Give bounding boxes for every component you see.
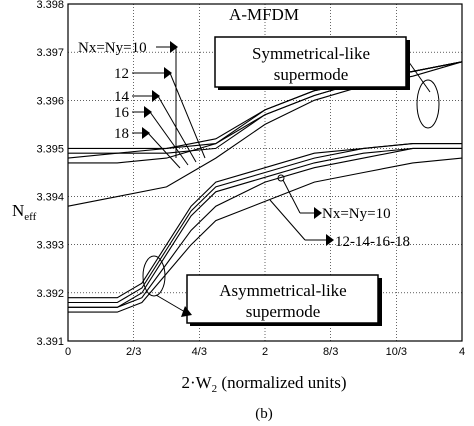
asym-arrows (269, 179, 330, 241)
chart-title: A-MFDM (229, 5, 299, 24)
y-tick-label: 3.396 (36, 95, 64, 107)
y-axis-label: Neff (12, 201, 37, 223)
asym-label-10: Nx=Ny=10 (322, 206, 391, 222)
nx-arrow-14-v (157, 95, 197, 163)
y-axis-label-main: N (12, 201, 24, 220)
x-tick-label: 0 (65, 346, 71, 358)
arrowhead-12 (164, 67, 172, 79)
x-tick-label: 4/3 (192, 346, 207, 358)
asym-arrowhead-12 (326, 234, 334, 246)
asymmetrical-pointer-head (181, 306, 192, 317)
symmetrical-box: Symmetrical-like supermode (214, 36, 440, 129)
series-line-asymmetrical-7 (68, 147, 462, 308)
symmetrical-ellipse (416, 79, 440, 129)
plot-frame (67, 3, 463, 342)
asym-nx-labels: Nx=Ny=10 12-14-16-18 (269, 174, 410, 250)
asym-arrow-10-a (282, 179, 301, 214)
y-tick-label: 3.391 (36, 336, 64, 348)
chart-caption: (b) (255, 406, 273, 422)
x-tick-label: 2/3 (126, 346, 141, 358)
arrowhead-10 (170, 41, 178, 53)
asymmetrical-pointer (155, 294, 186, 313)
series-line-asymmetrical-6 (68, 143, 462, 304)
asym-arrow-12-a (269, 199, 306, 241)
symmetrical-box-shadow-r (406, 40, 410, 90)
nx-arrow-16-v (149, 111, 189, 166)
y-tick-label: 3.393 (36, 240, 64, 252)
asym-marker (277, 174, 285, 182)
y-tick-label: 3.395 (36, 143, 64, 155)
x-tick-label: 2 (262, 346, 268, 358)
asymmetrical-ellipse (142, 255, 166, 297)
series-line-asymmetrical-8 (68, 147, 462, 308)
nx-arrow-12-v (169, 72, 206, 159)
nx-label-10: Nx=Ny=10 (78, 40, 147, 56)
x-axis-label: 2·W2 (normalized units) (181, 373, 346, 395)
arrowhead-18 (142, 127, 150, 139)
symmetrical-box-shadow-b (218, 87, 410, 90)
x-axis-label-main: 2·W (181, 373, 212, 392)
nx-label-14: 14 (114, 89, 130, 105)
symmetrical-box-line2: supermode (274, 65, 349, 84)
y-tick-label: 3.392 (36, 288, 64, 300)
asymmetrical-box-frame (186, 274, 379, 324)
x-axis-label-rest: (normalized units) (217, 373, 346, 392)
symmetrical-pointer (405, 57, 431, 93)
asymmetrical-box-shadow-r (378, 278, 382, 326)
symmetrical-box-line1: Symmetrical-like (252, 44, 370, 63)
series-line-asymmetrical-9 (68, 157, 463, 313)
nx-label-16: 16 (114, 105, 130, 121)
arrowhead-14 (152, 90, 160, 102)
asymmetrical-box-line2: supermode (246, 302, 321, 321)
x-tick-label: 10/3 (386, 346, 407, 358)
asymmetrical-box-shadow-b (190, 323, 382, 326)
tick-labels: 0 2/3 4/3 2 8/3 10/3 4 3.391 3.392 3.393 3.394 3.39… (36, 0, 465, 358)
x-axis-label-sub: 2 (212, 383, 218, 395)
asym-arrowhead-10 (314, 207, 322, 219)
x-tick-label: 8/3 (323, 346, 338, 358)
y-tick-label: 3.398 (36, 0, 64, 11)
y-tick-label: 3.397 (36, 47, 64, 59)
asym-label-12-18: 12-14-16-18 (335, 234, 410, 250)
arrowhead-16 (144, 106, 152, 118)
nx-arrowheads (142, 41, 178, 139)
asymmetrical-box-line1: Asymmetrical-like (219, 281, 346, 300)
nx-labels: Nx=Ny=10 12 14 16 18 (78, 40, 206, 169)
y-tick-label: 3.394 (36, 192, 64, 204)
nx-label-12: 12 (114, 66, 129, 82)
x-tick-label: 4 (459, 346, 465, 358)
y-axis-label-sub: eff (24, 211, 36, 223)
nx-arrow-18-v (147, 132, 181, 169)
nx-label-18: 18 (114, 126, 129, 142)
symmetrical-box-frame (214, 36, 407, 88)
asymmetrical-box: Asymmetrical-like supermode (142, 255, 382, 326)
